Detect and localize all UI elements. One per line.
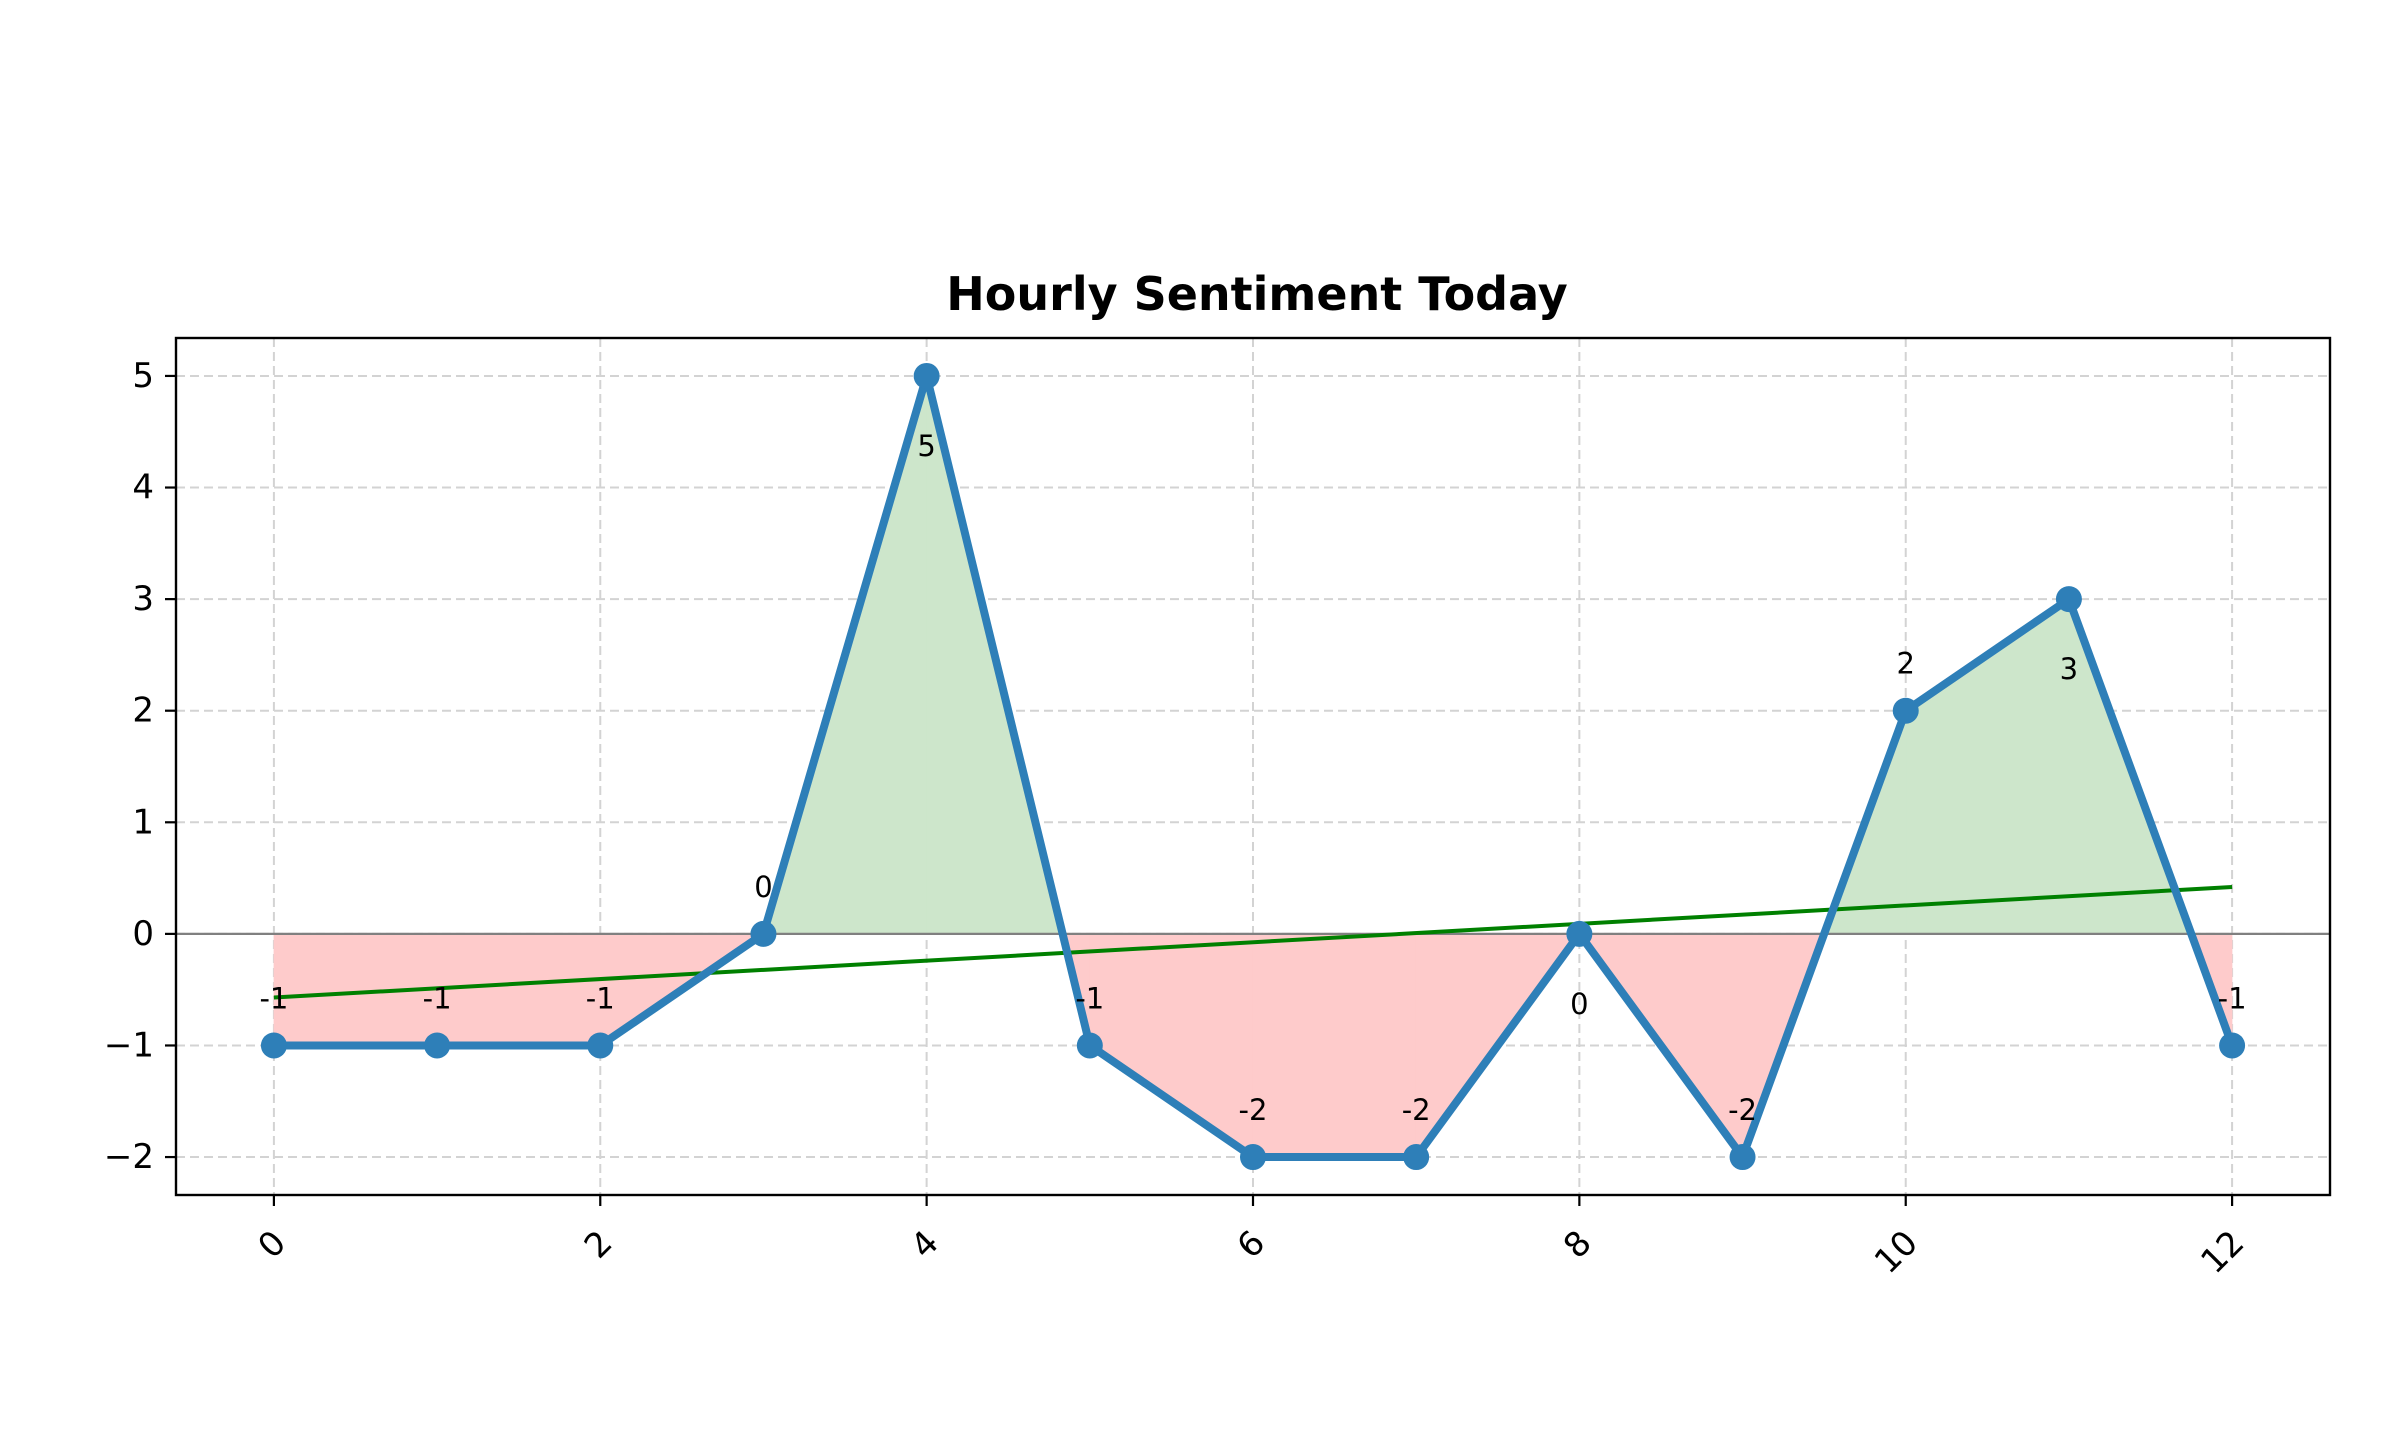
x-tick-label: 12: [2193, 1223, 2252, 1282]
data-point: [1729, 1144, 1756, 1171]
data-point: [913, 362, 940, 389]
data-point: [424, 1032, 451, 1059]
data-label: 0: [754, 870, 772, 904]
y-axis-ticks: 5 4 3 2 1 0 −1 −2: [104, 356, 176, 1177]
data-point: [1566, 920, 1593, 947]
data-label: 5: [917, 429, 935, 463]
x-tick-label: 0: [250, 1223, 294, 1267]
data-label: -1: [586, 981, 615, 1015]
data-label: -2: [1239, 1093, 1268, 1127]
y-tick-label: −1: [104, 1025, 154, 1065]
negative-fill: [436, 933, 601, 1046]
x-tick-label: 6: [1230, 1223, 1274, 1267]
data-label: 3: [2060, 652, 2078, 686]
data-point: [750, 920, 777, 947]
data-label: -1: [423, 981, 452, 1015]
positive-fill: [1905, 598, 2070, 935]
data-points: [260, 362, 2246, 1171]
data-point: [2055, 586, 2082, 613]
data-label: -2: [1402, 1093, 1431, 1127]
data-point: [1076, 1032, 1103, 1059]
data-label: -2: [1728, 1093, 1757, 1127]
data-point: [1892, 697, 1919, 724]
data-label: -1: [1075, 981, 1104, 1015]
data-point: [587, 1032, 614, 1059]
negative-fill: [1089, 933, 1254, 1158]
y-tick-label: 4: [132, 468, 154, 508]
y-tick-label: 2: [132, 691, 154, 731]
data-label: 2: [1897, 647, 1915, 681]
data-label: -1: [259, 981, 288, 1015]
y-tick-label: 0: [132, 914, 154, 954]
x-tick-label: 4: [903, 1223, 947, 1267]
negative-fill: [1252, 933, 1417, 1158]
x-tick-label: 10: [1867, 1223, 1926, 1282]
y-tick-label: −2: [104, 1137, 154, 1177]
y-tick-label: 1: [132, 802, 154, 842]
data-point: [2219, 1032, 2246, 1059]
data-point: [260, 1032, 287, 1059]
chart-title: Hourly Sentiment Today: [946, 267, 1567, 321]
trend-line-path: [273, 885, 2233, 1000]
data-label: 0: [1570, 987, 1588, 1021]
x-tick-label: 2: [577, 1223, 621, 1267]
y-tick-label: 3: [132, 579, 154, 619]
x-tick-label: 8: [1556, 1223, 1600, 1267]
data-point: [1403, 1144, 1430, 1171]
trend-line: [273, 885, 2233, 1000]
y-tick-label: 5: [132, 356, 154, 396]
data-label: -1: [2218, 981, 2247, 1015]
x-axis-ticks: 0 2 4 6 8 10 12: [250, 1195, 2252, 1282]
data-labels: -1 -1 -1 0 5 -1 -2 -2 0 -2 2 3 -1: [259, 429, 2246, 1127]
data-point: [1240, 1144, 1266, 1171]
